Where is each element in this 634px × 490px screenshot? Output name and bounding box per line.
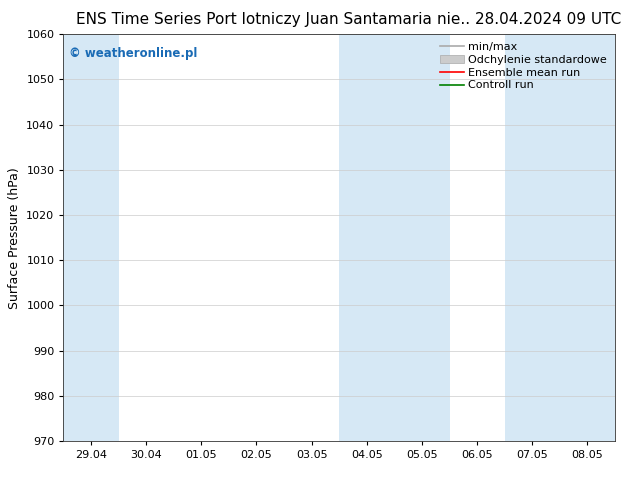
Text: © weatheronline.pl: © weatheronline.pl [69, 47, 197, 59]
Legend: min/max, Odchylenie standardowe, Ensemble mean run, Controll run: min/max, Odchylenie standardowe, Ensembl… [437, 40, 609, 93]
Bar [339, 34, 450, 441]
Bar [63, 34, 119, 441]
Text: ENS Time Series Port lotniczy Juan Santamaria: ENS Time Series Port lotniczy Juan Santa… [76, 12, 432, 27]
Y-axis label: Surface Pressure (hPa): Surface Pressure (hPa) [8, 167, 21, 309]
Text: nie.. 28.04.2024 09 UTC: nie.. 28.04.2024 09 UTC [437, 12, 621, 27]
Bar [505, 34, 615, 441]
